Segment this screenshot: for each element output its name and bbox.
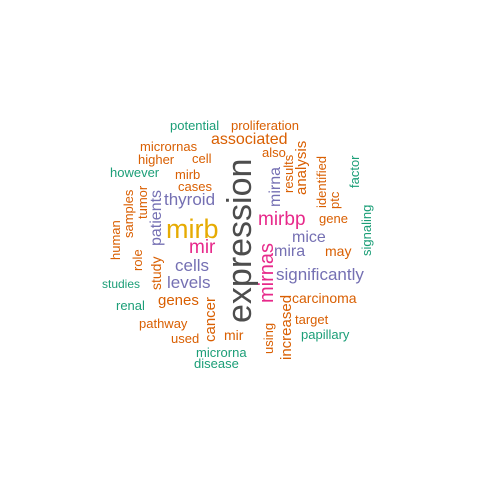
word-analysis: analysis xyxy=(293,140,310,195)
word-may: may xyxy=(325,243,352,259)
word-increased: increased xyxy=(278,294,295,360)
word-carcinoma: carcinoma xyxy=(292,290,357,306)
word-tumor: tumor xyxy=(135,185,150,219)
word-renal: renal xyxy=(116,298,145,313)
word-cells: cells xyxy=(175,256,210,275)
word-cell: cell xyxy=(192,151,212,166)
word-higher: higher xyxy=(138,152,175,167)
word-using: using xyxy=(261,322,276,354)
word-mir: mir xyxy=(189,237,216,258)
word-pathway: pathway xyxy=(139,316,188,331)
word-signaling: signaling xyxy=(359,204,374,256)
word-expression: expression xyxy=(221,158,259,323)
word-significantly: significantly xyxy=(276,265,364,284)
word-thyroid: thyroid xyxy=(164,190,216,209)
word-role: role xyxy=(130,249,145,271)
word-cases: cases xyxy=(178,179,212,194)
word-mir-b: mirb xyxy=(175,167,201,182)
word-used: used xyxy=(171,331,200,346)
word-potential: potential xyxy=(170,118,220,133)
word-mira: mira xyxy=(274,243,306,260)
word-study: study xyxy=(148,256,164,290)
word-ptc: ptc xyxy=(327,191,342,209)
word-levels: levels xyxy=(167,273,211,292)
word-genes: genes xyxy=(158,292,199,309)
word-disease: disease xyxy=(194,356,239,371)
word-mirb: mirb xyxy=(166,214,219,244)
word-micrornas: micrornas xyxy=(140,139,198,154)
word-human: human xyxy=(108,220,123,260)
word-also: also xyxy=(262,145,286,160)
word-however: however xyxy=(110,165,160,180)
word-mirbp: mirbp xyxy=(258,209,306,230)
word-studies: studies xyxy=(102,277,141,291)
word-proliferation: proliferation xyxy=(231,118,299,133)
word-gene: gene xyxy=(319,211,348,226)
word-associated: associated xyxy=(211,131,288,148)
word-cancer: cancer xyxy=(202,296,219,342)
word-samples: samples xyxy=(121,189,136,238)
word-target: target xyxy=(295,312,329,327)
word-microrna: microrna xyxy=(196,345,247,360)
word-papillary: papillary xyxy=(301,327,350,342)
word-mir-dash: mir xyxy=(224,327,244,343)
word-patients: patients xyxy=(148,189,165,246)
word-mice: mice xyxy=(292,229,326,246)
word-factor: factor xyxy=(347,155,362,188)
